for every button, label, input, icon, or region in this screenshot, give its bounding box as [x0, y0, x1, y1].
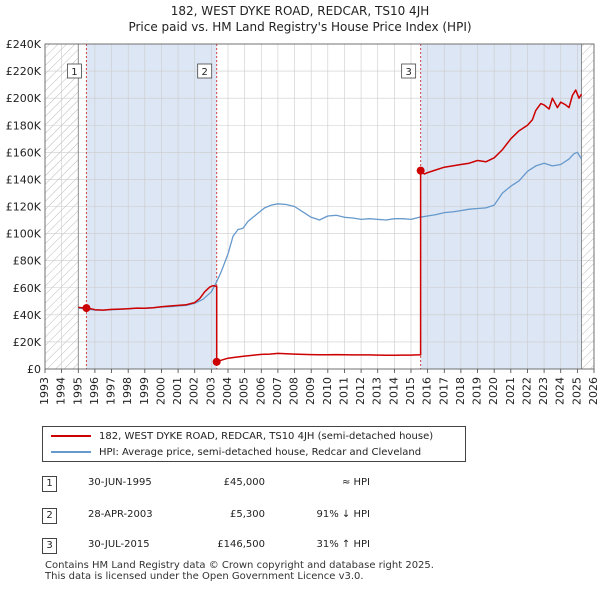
sale-row: 2 28-APR-2003 £5,300 91% ↓ HPI [40, 506, 600, 526]
sale-row: 3 30-JUL-2015 £146,500 31% ↑ HPI [40, 536, 600, 556]
y-tick-label: £140K [6, 173, 42, 186]
y-tick-label: £160K [6, 146, 42, 159]
chart-legend: 182, WEST DYKE ROAD, REDCAR, TS10 4JH (s… [42, 426, 466, 462]
x-tick-label: 1993 [38, 377, 51, 405]
y-tick-label: £120K [6, 201, 42, 214]
x-tick-label: 2018 [454, 377, 467, 405]
sale-number-badge: 3 [42, 538, 57, 554]
y-tick-label: £100K [6, 228, 42, 241]
sale-number-badge: 2 [42, 508, 57, 524]
price-chart: £0 £20K £40K £60K £80K £100K £120K £140K £160K £1… [6, 38, 600, 405]
x-tick-label: 2000 [154, 377, 167, 405]
x-tick-label: 2002 [188, 377, 201, 405]
sale-hpi-comparison: 31% ↑ HPI [316, 539, 370, 550]
sale-row: 1 30-JUN-1995 £45,000 ≈ HPI [40, 474, 600, 494]
sale-date: 30-JUL-2015 [88, 539, 150, 550]
legend-item-property: 182, WEST DYKE ROAD, REDCAR, TS10 4JH (s… [51, 430, 433, 444]
transaction-marker [82, 304, 91, 313]
legend-label-property: 182, WEST DYKE ROAD, REDCAR, TS10 4JH (s… [99, 431, 434, 442]
sale-hpi-comparison: 91% ↓ HPI [316, 509, 370, 520]
legend-label-hpi: HPI: Average price, semi-detached house,… [99, 447, 422, 458]
x-tick-label: 1994 [55, 377, 68, 405]
property-price-line [78, 89, 583, 363]
y-tick-label: £80K [13, 255, 42, 268]
sale-price: £45,000 [223, 477, 265, 488]
footer-licence: This data is licensed under the Open Gov… [45, 571, 364, 582]
transaction-marker [212, 357, 221, 366]
x-tick-label: 1998 [121, 377, 134, 405]
x-tick-label: 2004 [221, 377, 234, 405]
x-tick-label: 2010 [321, 377, 334, 405]
x-tick-label: 2007 [271, 377, 284, 405]
plot-frame [44, 43, 595, 370]
x-tick-label: 2006 [254, 377, 267, 405]
transaction-number-label: 2 [201, 67, 207, 78]
x-tick-label: 2005 [238, 377, 251, 405]
sale-date: 28-APR-2003 [88, 509, 153, 520]
x-tick-label: 2009 [304, 377, 317, 405]
y-tick-label: £220K [6, 65, 42, 78]
chart-title: 182, WEST DYKE ROAD, REDCAR, TS10 4JH [170, 4, 430, 18]
sale-price: £5,300 [230, 509, 265, 520]
transaction-number-box [401, 63, 417, 79]
x-tick-label: 2022 [520, 377, 533, 405]
x-tick-label: 2016 [421, 377, 434, 405]
sale-price: £146,500 [217, 539, 265, 550]
transaction-number-box [197, 63, 213, 79]
chart-subtitle: Price paid vs. HM Land Registry's House … [128, 20, 472, 34]
x-tick-label: 2025 [570, 377, 583, 405]
legend-swatch-hpi [51, 451, 91, 453]
x-tick-label: 1997 [105, 377, 118, 405]
x-tick-label: 2020 [487, 377, 500, 405]
x-tick-label: 1996 [88, 377, 101, 405]
x-tick-label: 2021 [504, 377, 517, 405]
y-tick-label: £60K [13, 282, 42, 295]
x-tick-label: 2023 [537, 377, 550, 405]
x-tick-label: 2024 [554, 377, 567, 405]
sale-hpi-comparison: ≈ HPI [341, 477, 370, 488]
y-tick-label: £0 [27, 363, 41, 376]
y-tick-label: £240K [6, 38, 42, 51]
x-tick-label: 2001 [171, 377, 184, 405]
sale-number-badge: 1 [42, 476, 57, 492]
y-tick-label: £20K [13, 336, 42, 349]
y-tick-label: £40K [13, 309, 42, 322]
transaction-number-label: 1 [71, 67, 77, 78]
legend-swatch-property [51, 435, 91, 437]
transaction-number-box [67, 63, 82, 79]
footer-copyright: Contains HM Land Registry data © Crown c… [45, 560, 434, 571]
x-tick-label: 2013 [371, 377, 384, 405]
x-tick-label: 2012 [354, 377, 367, 405]
transaction-marker [416, 166, 425, 175]
x-tick-label: 2015 [404, 377, 417, 405]
x-tick-label: 2003 [204, 377, 217, 405]
legend-item-hpi: HPI: Average price, semi-detached house,… [51, 446, 421, 460]
x-tick-label: 2014 [387, 377, 400, 405]
x-tick-label: 1995 [71, 377, 84, 405]
y-tick-label: £200K [6, 92, 42, 105]
x-tick-label: 2011 [337, 377, 350, 405]
x-tick-label: 2017 [437, 377, 450, 405]
x-tick-label: 2019 [471, 377, 484, 405]
y-tick-label: £180K [6, 119, 42, 132]
sale-date: 30-JUN-1995 [88, 477, 152, 488]
x-tick-label: 2026 [587, 377, 600, 405]
x-tick-label: 2008 [288, 377, 301, 405]
x-tick-label: 1999 [138, 377, 151, 405]
transaction-number-label: 3 [405, 67, 411, 78]
